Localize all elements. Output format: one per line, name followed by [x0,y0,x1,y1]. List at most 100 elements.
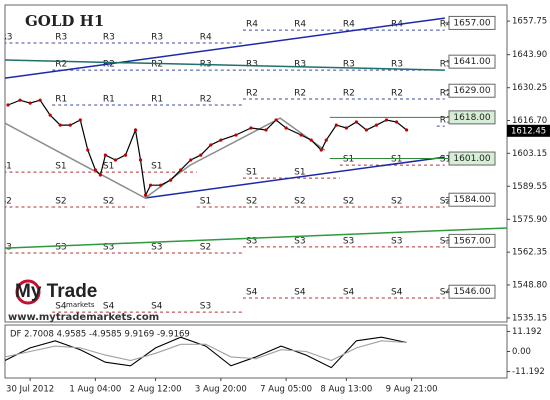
x-tick-label: 30 Jul 2012 [6,385,54,395]
price-point [148,183,153,187]
pivot-label: R3 [55,33,67,43]
pivot-label: S4 [440,288,452,298]
y-tick-label: 1630.25 [512,83,547,93]
level-label: 1584.00 [453,195,490,205]
pivot-label: S2 [440,196,451,206]
pivot-label: R1 [440,116,452,126]
level-tag [448,110,496,125]
price-point [133,128,138,132]
pivot-label: R4 [343,20,355,30]
price-point [103,153,107,157]
price-point [6,103,10,107]
price-point [299,133,303,137]
level-label: 1601.00 [453,154,490,164]
x-tick-label: 3 Aug 20:00 [195,385,247,395]
price-point [209,143,213,147]
pivot-label: R3 [391,60,403,70]
price-point [78,118,82,122]
pivot-label: S2 [391,196,402,206]
level-label: 1629.00 [453,86,490,96]
price-point [319,148,323,152]
y-tick-label: 1589.55 [512,182,547,192]
plot: R3 S1 S2 S3 R3 R2 R1 S1 S2 S3 S4 R3 R2 R1 S1 S2 S3 S4 R3 R2… [0,15,507,313]
price-point [143,193,148,197]
pivot-label: R2 [200,95,212,105]
trend-line [5,59,445,71]
price-point [374,123,379,127]
pivot-label: S1 [391,155,402,165]
x-tick-label: 7 Aug 05:00 [260,385,312,395]
pivot-label: R4 [440,20,452,30]
price-point [58,123,62,127]
x-tick-label: 9 Aug 21:00 [386,385,438,395]
price-point [199,153,203,157]
price-point [98,173,102,177]
y-tick-label: 1575.90 [512,215,547,225]
pivot-label: S1 [294,168,305,178]
price-point [234,133,238,137]
price-point [93,168,97,172]
price-point [18,98,22,102]
watermark: www.mytrademarkets.com [8,312,159,323]
pivot-label: S1 [151,162,162,172]
indicator-label: DF 2.7008 4.9585 -4.9585 9.9169 -9.9169 [10,330,190,340]
plot-area [4,4,508,323]
price-point [334,123,338,127]
level-tag [448,83,496,98]
pivot-label: S2 [294,196,305,206]
level-label: 1657.00 [453,18,490,28]
pivot-label: S1 [103,162,114,172]
chart-title: GOLD H1 [25,12,104,30]
price-point [405,128,409,132]
axes: 1657.75 1643.90 1630.25 1616.70 1603.15 1589.… [6,17,550,395]
trend-line [5,227,507,249]
pivot-label: S2 [246,196,257,206]
indicator-tick-label: -11.192 [512,367,545,377]
pivot-label: S1 [200,196,211,206]
y-tick-label: 1657.75 [512,17,547,27]
pivot-label: R1 [103,95,115,105]
pivot-label: S1 [55,162,66,172]
pivot-label: R3 [0,33,12,43]
price-point [364,128,369,132]
pivot-label: S4 [391,288,403,298]
pivot-label: R3 [151,33,163,43]
price-point [48,113,52,117]
price-point [274,118,278,122]
level-label: 1546.00 [453,287,490,297]
level-tag [448,284,496,299]
pivot-label: S3 [294,236,305,246]
level-tag [448,15,496,30]
pivot-label: S3 [343,236,354,246]
logo-tagline: markets [66,301,95,309]
price-point [38,98,42,102]
pivot-label: R1 [55,95,67,105]
indicator-tick-label: 11.192 [512,327,542,337]
level-tag [448,54,496,69]
price-point [264,128,268,132]
pivot-label: R2 [343,88,355,98]
x-tick-label: 2 Aug 12:00 [130,385,182,395]
pivot-label: R4 [294,20,306,30]
logo-name: My Trade [15,281,97,302]
pivot-label: S2 [0,196,11,206]
level-label: 1618.00 [453,113,490,123]
indicator-area [4,324,508,379]
price-point [179,168,183,172]
indicator-tick-label: 0.00 [512,347,531,357]
pivot-label: R2 [440,88,452,98]
price-point [354,120,358,124]
y-tick-label: 1548.80 [512,280,547,290]
pivot-label: S3 [440,236,451,246]
pivot-label: R2 [55,60,67,70]
pivot-label: R3 [440,60,452,70]
price-point [138,158,143,162]
price-point [384,118,389,122]
pivot-label: S4 [343,288,355,298]
level-tag [448,192,496,207]
price-point [68,123,72,127]
pivot-label: S1 [440,155,451,165]
level-tag [448,151,496,166]
price-point [344,126,348,130]
